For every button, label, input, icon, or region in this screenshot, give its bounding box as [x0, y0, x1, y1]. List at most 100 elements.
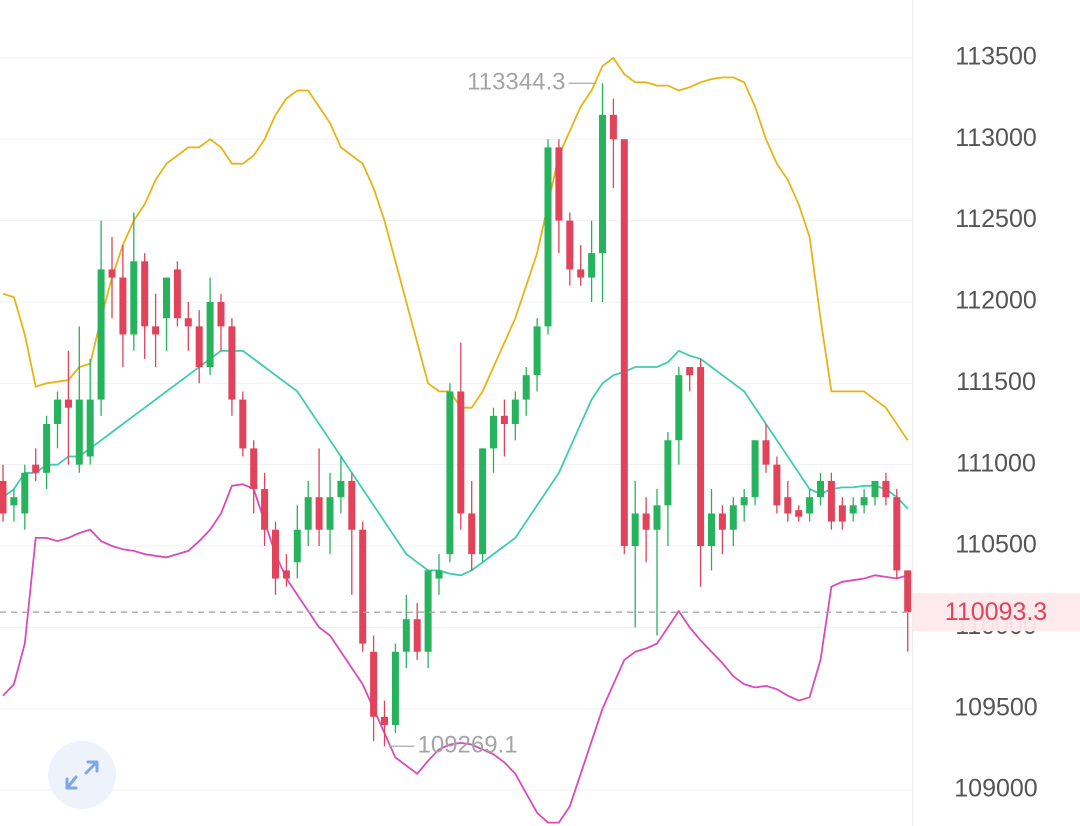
expand-button[interactable]: [48, 741, 116, 809]
grid: [0, 57, 912, 791]
candle-body: [108, 269, 116, 278]
candle-body: [337, 480, 345, 498]
expand-button-bg[interactable]: [48, 741, 116, 809]
candle-body: [239, 399, 247, 449]
candle-body: [490, 415, 497, 449]
candle-body: [609, 114, 617, 140]
expand-icon[interactable]: [65, 760, 99, 790]
candle-body: [10, 497, 18, 506]
candle-body: [566, 220, 574, 270]
y-axis: 1090001095001100001105001110001115001120…: [954, 43, 1037, 803]
candle-body: [882, 480, 890, 498]
y-tick-label: 111000: [956, 449, 1036, 477]
candle-body: [577, 269, 585, 278]
y-tick-label: 113000: [955, 124, 1037, 152]
candle-body: [163, 277, 170, 319]
candle-body: [511, 399, 519, 424]
y-tick-label: 110500: [955, 531, 1037, 559]
candle-body: [773, 464, 781, 506]
candle-body: [348, 480, 356, 530]
y-tick-label: 112000: [955, 287, 1037, 315]
candle-body: [827, 480, 835, 522]
candle-body: [642, 513, 650, 530]
candle-body: [359, 529, 367, 644]
candle-body: [228, 326, 236, 400]
candle-body: [370, 651, 378, 717]
candle-body: [402, 619, 410, 652]
y-tick-label: 112500: [955, 205, 1037, 233]
candle-body: [184, 318, 192, 327]
last-price-bg: [913, 593, 1080, 632]
candle-body: [54, 399, 61, 424]
candle-body: [697, 367, 705, 547]
candle-body: [893, 497, 901, 571]
candle-body: [21, 472, 29, 514]
candle-body: [86, 399, 94, 457]
overlay: 110093.3 113344.3 109269.1: [388, 69, 1080, 759]
candle-body: [446, 391, 454, 555]
candle-body: [315, 497, 323, 530]
candle-body: [784, 497, 792, 514]
candle-body: [762, 440, 770, 465]
candle-body: [468, 513, 476, 555]
band-line: [2, 349, 909, 577]
candle-body: [751, 440, 759, 498]
candle-body: [904, 570, 912, 613]
annotation-label: 113344.3: [467, 69, 565, 96]
candle-body: [195, 326, 203, 368]
annotation-label: 109269.1: [418, 732, 518, 759]
candle-body: [838, 505, 846, 522]
candle-body: [206, 301, 214, 368]
candle-body: [620, 139, 628, 547]
candle-body: [871, 480, 879, 498]
candle-body: [817, 480, 824, 498]
candle-body: [119, 277, 127, 335]
candle-body: [141, 261, 149, 327]
candle-body: [500, 415, 508, 424]
candle-body: [555, 147, 563, 221]
candle-body: [413, 619, 421, 652]
y-tick-label: 109000: [954, 775, 1037, 803]
candle-body: [479, 448, 487, 555]
candle-body: [795, 510, 803, 517]
candle-body: [424, 570, 432, 652]
candle-body: [130, 261, 138, 335]
candle-body: [708, 513, 715, 547]
y-tick-label: 111500: [956, 368, 1036, 396]
candle-body: [740, 497, 748, 506]
candle-body: [522, 375, 530, 400]
last-price-label: 110093.3: [945, 598, 1047, 626]
candle-body: [43, 423, 51, 473]
candle-body: [64, 399, 72, 408]
candle-body: [32, 464, 40, 473]
candle-body: [173, 269, 181, 319]
band-line: [2, 483, 908, 824]
candle-body: [664, 440, 672, 506]
candle-body: [860, 497, 868, 506]
candle-body: [391, 651, 399, 725]
candle-body: [97, 269, 105, 400]
candle-body: [326, 497, 334, 530]
band-line: [2, 56, 909, 441]
y-tick-label: 113500: [955, 43, 1037, 71]
candle-body: [272, 529, 279, 579]
candle-body: [533, 326, 541, 376]
candle-body: [0, 480, 7, 514]
candle-body: [544, 147, 552, 327]
candle-body: [849, 505, 857, 514]
candle-body: [729, 505, 737, 530]
candle-body: [250, 448, 258, 490]
candle-body: [599, 114, 606, 254]
candle-body: [282, 570, 290, 579]
candle-body: [686, 367, 694, 376]
candle-body: [304, 497, 312, 530]
candle-body: [435, 570, 443, 579]
y-tick-label: 109500: [954, 693, 1037, 721]
candle-body: [718, 513, 726, 530]
candle-body: [588, 253, 596, 278]
candle-body: [675, 375, 683, 441]
candle-body: [631, 513, 639, 547]
candle-body: [152, 326, 160, 335]
candle-body: [75, 399, 83, 465]
